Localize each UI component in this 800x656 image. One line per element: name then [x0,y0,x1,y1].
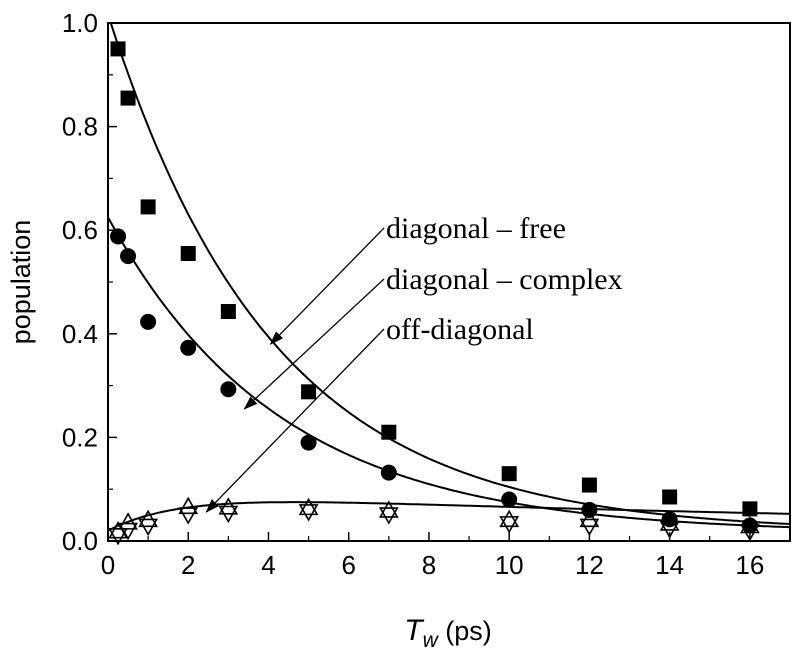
x-tick-label: 6 [341,550,355,580]
x-tick-label: 2 [181,550,195,580]
x-axis-label: Tw (ps) [404,614,492,652]
data-point-s3 [218,505,239,524]
x-tick-label: 8 [422,550,436,580]
data-point-s0 [381,424,397,440]
annotation-arrow-1 [243,278,385,410]
data-point-s3 [378,507,399,525]
x-axis-label-subscript: w [423,629,440,652]
data-point-s1 [741,517,758,534]
data-point-s3 [118,522,138,541]
y-tick-label: 0.4 [62,319,98,349]
y-tick-label: 0.2 [62,422,98,452]
data-point-s3 [298,504,319,522]
y-tick-label: 0.0 [62,526,98,556]
data-point-s3 [138,518,158,537]
data-point-s3 [579,518,600,537]
data-point-s1 [110,228,127,245]
x-tick-label: 4 [261,550,275,580]
x-axis-label-main: T [404,614,425,647]
data-point-s1 [120,248,137,265]
y-tick-label: 0.8 [62,112,98,142]
data-point-s2 [108,521,128,539]
annotation-arrow-2 [205,328,385,513]
data-point-s0 [180,246,196,262]
data-point-s1 [501,491,518,508]
data-point-s1 [220,381,237,398]
data-point-s0 [662,489,678,505]
data-point-s2 [118,512,138,530]
y-tick-label: 1.0 [62,8,98,38]
annotation-arrow-0 [269,227,385,345]
data-point-s3 [499,516,520,534]
data-point-s2 [378,500,399,518]
fit-curve-3 [108,501,790,532]
annotations: diagonal – free diagonal – complex off-dia… [386,212,623,346]
annotation-label-0: diagonal – free [386,212,566,245]
y-axis: 0.0 0.2 0.4 0.6 0.8 1.0 [62,8,117,556]
x-tick-label: 12 [575,550,604,580]
data-point-s1 [380,464,397,481]
data-point-s3 [659,521,680,539]
annotation-arrows [205,227,385,513]
x-tick-label: 14 [655,550,684,580]
x-axis-label-unit: (ps) [438,616,492,646]
data-point-s0 [501,466,517,482]
data-point-s0 [742,501,758,517]
x-tick-label: 16 [735,550,764,580]
data-point-s2 [178,496,199,515]
data-point-s2 [499,509,520,528]
data-point-s0 [140,199,156,215]
data-point-s2 [298,497,319,516]
y-tick-label: 0.6 [62,215,98,245]
data-point-s3 [740,523,760,542]
y-axis-label: population [6,220,36,345]
data-markers [108,41,760,546]
data-point-s3 [108,527,128,546]
data-point-s1 [140,313,157,330]
data-point-s3 [178,507,199,525]
data-point-s1 [180,339,197,356]
x-tick-label: 10 [495,550,524,580]
data-point-s0 [301,384,317,400]
annotation-label-2: off-diagonal [386,313,534,346]
x-axis: 0 2 4 6 8 10 12 14 16 [101,532,764,580]
data-point-s0 [110,41,126,57]
annotation-label-1: diagonal – complex [386,263,623,296]
x-tick-label: 0 [101,550,115,580]
data-point-s0 [581,477,597,493]
data-point-s0 [220,304,236,320]
data-point-s0 [120,90,136,106]
data-point-s1 [300,434,317,451]
